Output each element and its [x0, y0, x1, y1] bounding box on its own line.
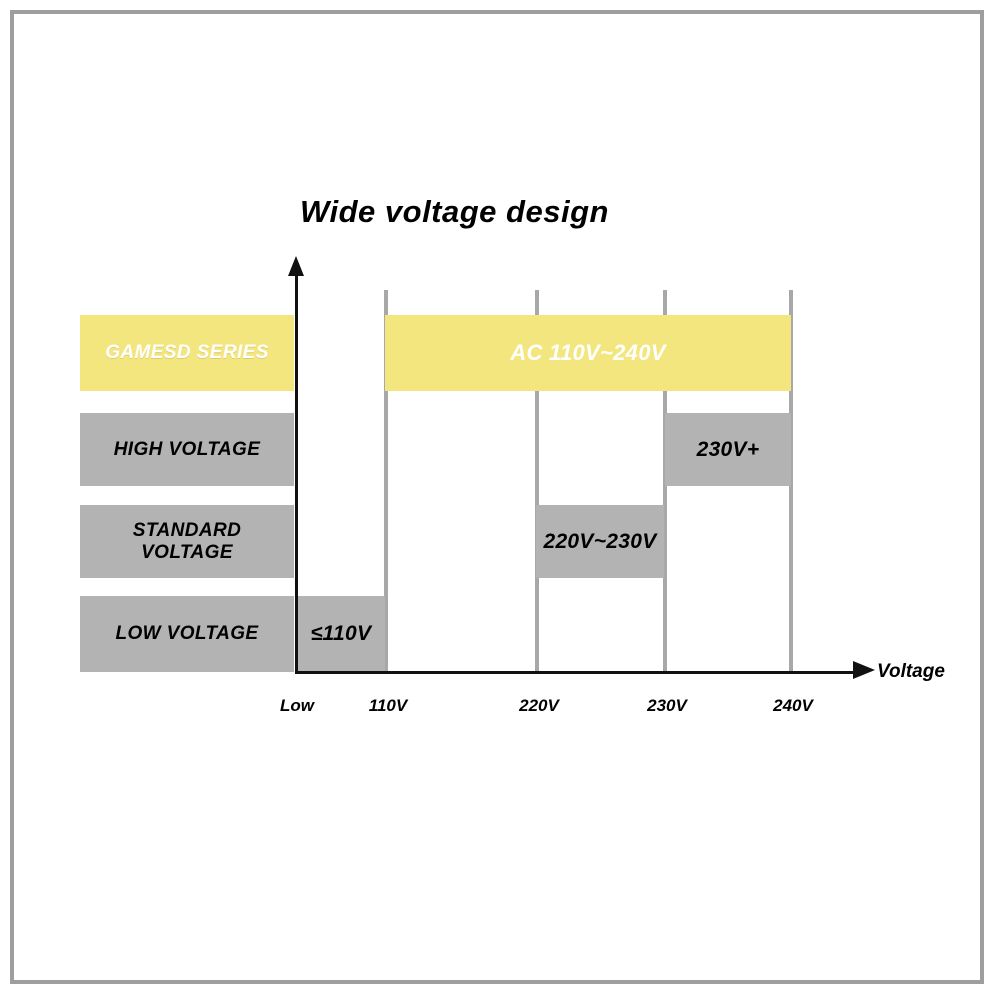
x-tick-230v: 230V: [647, 696, 687, 715]
category-label-high-voltage: HIGH VOLTAGE: [80, 413, 294, 486]
x-tick-220v: 220V: [519, 696, 559, 715]
bar-high-voltage-range: 230V+: [665, 413, 791, 486]
x-axis-title: Voltage: [877, 661, 945, 682]
bar-low-voltage-range: ≤110V: [297, 596, 385, 672]
gridline-110v: [384, 290, 388, 672]
bar-gamesd-series-range: AC 110V~240V: [385, 315, 791, 391]
category-label-standard-voltage: STANDARD VOLTAGE: [80, 505, 294, 578]
x-axis-arrow-icon: [853, 661, 875, 679]
category-label-standard-voltage-line2: VOLTAGE: [141, 541, 233, 563]
category-label-low-voltage: LOW VOLTAGE: [80, 596, 294, 672]
chart-title: Wide voltage design: [300, 194, 609, 229]
category-label-standard-voltage-line1: STANDARD: [132, 520, 242, 542]
x-tick-240v: 240V: [773, 696, 813, 715]
gridline-220v: [535, 290, 539, 672]
x-tick-low: Low: [280, 696, 314, 715]
image-border-frame: [10, 10, 984, 984]
y-axis-arrow-icon: [288, 256, 304, 276]
bar-standard-voltage-range: 220V~230V: [536, 505, 664, 578]
x-axis-line: [295, 671, 859, 674]
gridline-240v: [789, 290, 793, 672]
y-axis-line: [295, 272, 298, 674]
x-tick-110v: 110V: [368, 696, 408, 715]
category-label-gamesd-series: GAMESD SERIES: [80, 315, 294, 391]
